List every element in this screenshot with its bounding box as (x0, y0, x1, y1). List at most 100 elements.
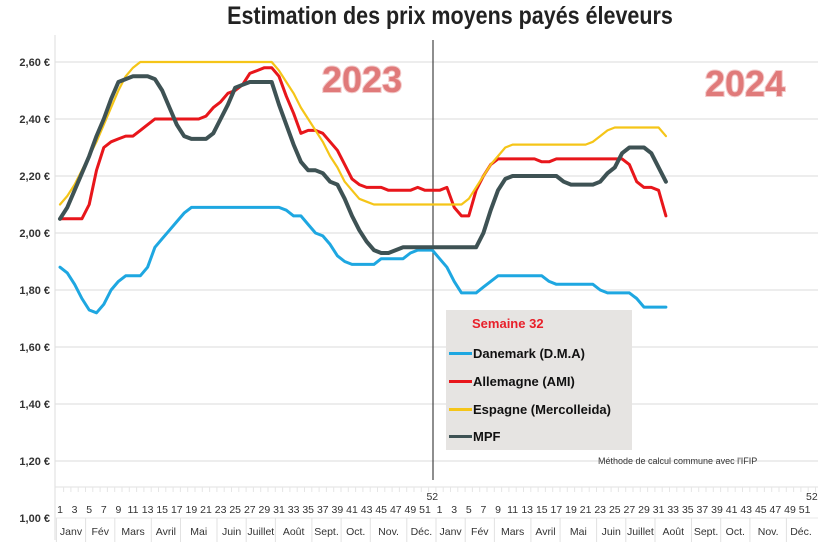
week-tick-label: 5 (86, 504, 92, 516)
week-tick-label: 7 (480, 504, 486, 516)
week-tick-label: 29 (638, 504, 650, 516)
week-tick-label: 25 (609, 504, 621, 516)
week-tick-label: 13 (521, 504, 533, 516)
week-tick-label: 39 (332, 504, 344, 516)
week-tick-label: 11 (128, 504, 139, 516)
month-label: Juillet (247, 526, 274, 538)
x-axis: 1 3 5 7 9 11 13 15 17 19 21 23 25 27 29 31 33 35 37 39 41 43 4… (55, 486, 818, 542)
week-tick-label: 17 (551, 504, 563, 516)
month-label: Mars (121, 526, 144, 538)
week-tick-label: 52 (806, 491, 818, 503)
week-tick-label: 19 (186, 504, 198, 516)
week-tick-label: 21 (200, 504, 212, 516)
week-tick-label: 47 (390, 504, 402, 516)
legend-item-espagne: Espagne (Mercolleida) (446, 399, 611, 419)
week-tick-label: 33 (288, 504, 300, 516)
week-tick-label: 43 (740, 504, 752, 516)
month-label: Mars (501, 526, 524, 538)
week-tick-label: 52 (426, 491, 438, 503)
week-tick-label: 51 (799, 504, 811, 516)
week-tick-label: 47 (770, 504, 782, 516)
week-tick-label: 15 (536, 504, 548, 516)
legend-item-allemagne: Allemagne (AMI) (446, 371, 575, 391)
month-label: Fév (471, 526, 489, 538)
series-line-danemark-d-m-a (58, 205, 668, 315)
month-label: Nov. (758, 526, 779, 538)
series-line-espagne-mercolleida (58, 60, 668, 206)
y-tick-label: 1,00 € (19, 513, 50, 525)
week-tick-label: 5 (466, 504, 472, 516)
week-tick-label: 15 (156, 504, 168, 516)
month-label: Avril (156, 526, 176, 538)
week-tick-label: 21 (580, 504, 592, 516)
month-label: Nov. (378, 526, 399, 538)
week-tick-label: 41 (726, 504, 738, 516)
week-tick-label: 33 (667, 504, 679, 516)
y-tick-label: 2,60 € (19, 57, 50, 69)
week-tick-label: 1 (57, 504, 63, 516)
month-label: Avril (535, 526, 555, 538)
series-line-allemagne-ami (58, 66, 668, 221)
legend-label: Allemagne (AMI) (473, 373, 575, 389)
week-tick-label: 39 (711, 504, 723, 516)
week-tick-label: 45 (755, 504, 767, 516)
week-tick-label: 9 (495, 504, 501, 516)
week-tick-label: 27 (624, 504, 636, 516)
chart-title: Estimation des prix moyens payés éleveur… (227, 2, 673, 30)
legend-swatch (449, 407, 472, 411)
week-tick-label: 9 (115, 504, 121, 516)
week-tick-label: 3 (72, 504, 78, 516)
week-tick-label: 19 (565, 504, 577, 516)
legend-swatch (449, 351, 472, 355)
month-label: Fév (91, 526, 109, 538)
week-tick-label: 13 (142, 504, 154, 516)
week-tick-label: 7 (101, 504, 107, 516)
series-line-mpf (58, 74, 668, 255)
week-tick-label: 3 (451, 504, 457, 516)
y-axis-labels: 1,00 € 1,20 € 1,40 € 1,60 € 1,80 € 2,00 € 2,20… (19, 57, 50, 525)
week-tick-label: 31 (653, 504, 665, 516)
week-tick-label: 29 (259, 504, 271, 516)
legend-item-mpf: MPF (446, 426, 500, 446)
month-label: Déc. (411, 526, 433, 538)
month-label: Oct. (726, 526, 745, 538)
month-label: Août (283, 526, 305, 538)
week-tick-label: 27 (244, 504, 256, 516)
month-label: Oct. (346, 526, 365, 538)
week-tick-label: 37 (317, 504, 329, 516)
week-tick-label: 17 (171, 504, 183, 516)
week-tick-label: 37 (697, 504, 709, 516)
week-tick-label: 43 (361, 504, 373, 516)
month-label: Juin (602, 526, 621, 538)
legend-swatch (449, 434, 472, 438)
week-tick-label: 31 (273, 504, 285, 516)
y-tick-label: 2,00 € (19, 228, 50, 240)
legend-item-danemark: Danemark (D.M.A) (446, 343, 585, 363)
legend-label: Espagne (Mercolleida) (473, 401, 611, 417)
week-tick-label: 35 (302, 504, 314, 516)
month-label: Sept. (314, 526, 339, 538)
legend-label: Danemark (D.M.A) (473, 345, 585, 361)
week-tick-label: 25 (229, 504, 241, 516)
week-tick-label: 49 (784, 504, 796, 516)
month-label: Janv (60, 526, 83, 538)
y-tick-label: 1,60 € (19, 342, 50, 354)
month-label: Juillet (627, 526, 654, 538)
month-label: Août (662, 526, 684, 538)
legend: Semaine 32 Danemark (D.M.A) Allemagne (A… (446, 310, 632, 450)
y-tick-label: 2,20 € (19, 171, 50, 183)
month-label: Déc. (790, 526, 812, 538)
year-label-2024: 2024 (705, 63, 785, 104)
footnote: Méthode de calcul commune avec l'IFIP (598, 456, 758, 466)
series-lines (58, 60, 668, 315)
month-label: Juin (222, 526, 241, 538)
legend-swatch (449, 379, 472, 383)
y-tick-label: 1,40 € (19, 399, 50, 411)
week-tick-label: 23 (215, 504, 227, 516)
y-tick-label: 1,80 € (19, 285, 50, 297)
week-tick-label: 35 (682, 504, 694, 516)
week-tick-label: 23 (594, 504, 606, 516)
month-label: Mai (190, 526, 207, 538)
week-tick-label: 51 (419, 504, 431, 516)
